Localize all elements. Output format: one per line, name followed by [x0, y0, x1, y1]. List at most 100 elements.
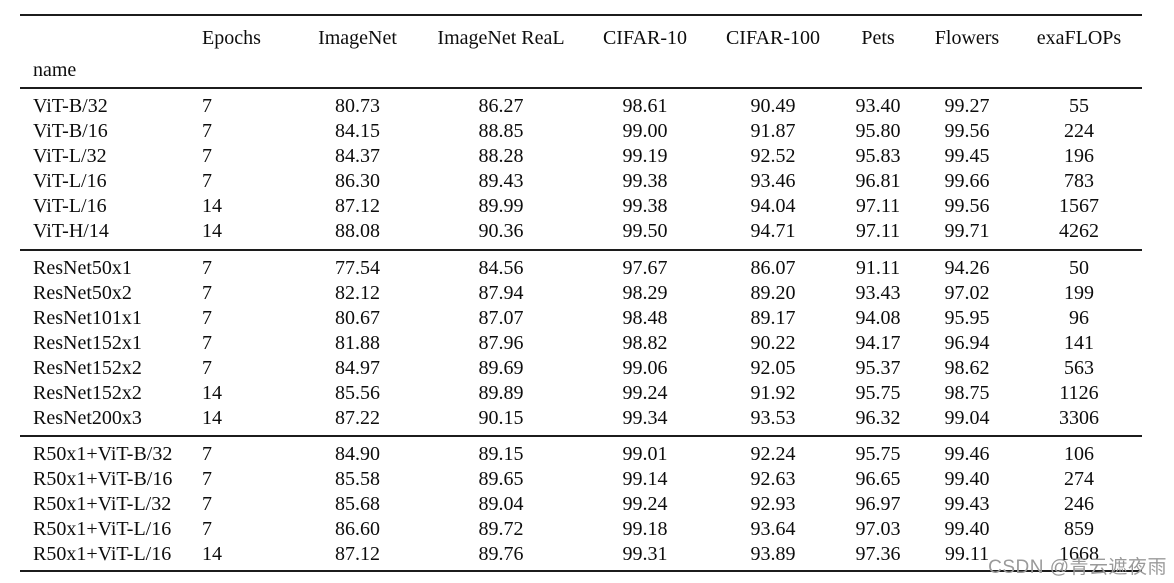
table-row: ResNet50x2 7 82.12 87.94 98.29 89.20 93.… [20, 281, 1142, 306]
imagenet-cell: 86.60 [335, 518, 380, 540]
model-name-cell: ViT-B/16 [33, 120, 108, 142]
cifar100-cell: 89.20 [750, 282, 796, 304]
imagenet-real-cell: 89.65 [478, 468, 524, 490]
pets-cell: 97.11 [855, 220, 901, 242]
model-name-cell: R50x1+ViT-L/32 [33, 493, 172, 515]
cifar10-cell: 97.67 [622, 257, 668, 279]
cifar100-cell: 92.52 [750, 145, 796, 167]
cifar10-cell: 99.24 [622, 493, 668, 515]
column-header-pets: Pets [861, 27, 895, 49]
exaflops-cell: 1567 [1059, 195, 1099, 217]
cifar10-cell: 99.38 [622, 170, 668, 192]
epochs-cell: 7 [202, 95, 212, 117]
table-row: ResNet200x3 14 87.22 90.15 99.34 93.53 9… [20, 406, 1142, 436]
table-row: ResNet152x2 7 84.97 89.69 99.06 92.05 95… [20, 356, 1142, 381]
table-group: R50x1+ViT-B/32 7 84.90 89.15 99.01 92.24… [20, 436, 1142, 571]
table-row: ViT-L/16 14 87.12 89.99 99.38 94.04 97.1… [20, 194, 1142, 219]
cifar10-cell: 99.01 [622, 443, 668, 465]
model-name-cell: ViT-L/32 [33, 145, 107, 167]
imagenet-cell: 87.12 [335, 543, 380, 565]
column-header-imagenet: ImageNet [318, 27, 397, 49]
model-name-cell: ViT-L/16 [33, 195, 107, 217]
pets-cell: 97.36 [855, 543, 901, 565]
table-header: name Epochs ImageNet ImageNet ReaL CIFAR… [20, 15, 1142, 88]
model-name-cell: ResNet101x1 [33, 307, 142, 329]
cifar10-cell: 98.61 [622, 95, 668, 117]
pets-cell: 93.43 [855, 282, 901, 304]
imagenet-real-cell: 89.99 [478, 195, 524, 217]
flowers-cell: 97.02 [944, 282, 990, 304]
imagenet-real-cell: 87.94 [478, 282, 524, 304]
epochs-cell: 7 [202, 332, 212, 354]
pets-cell: 95.83 [855, 145, 901, 167]
pets-cell: 96.97 [855, 493, 901, 515]
table-row: ResNet152x1 7 81.88 87.96 98.82 90.22 94… [20, 331, 1142, 356]
column-header-cifar10: CIFAR-10 [602, 27, 688, 49]
cifar10-cell: 99.34 [622, 407, 668, 429]
model-name-cell: R50x1+ViT-L/16 [33, 543, 172, 565]
epochs-cell: 14 [202, 543, 222, 565]
imagenet-cell: 85.68 [335, 493, 380, 515]
cifar100-cell: 91.92 [750, 382, 796, 404]
exaflops-cell: 1668 [1059, 543, 1099, 565]
imagenet-cell: 82.12 [335, 282, 380, 304]
table-row: ViT-L/16 7 86.30 89.43 99.38 93.46 96.81… [20, 169, 1142, 194]
column-header-name: name [33, 59, 77, 81]
imagenet-cell: 87.12 [335, 195, 380, 217]
epochs-cell: 14 [202, 382, 222, 404]
imagenet-cell: 84.37 [335, 145, 380, 167]
exaflops-cell: 4262 [1059, 220, 1099, 242]
cifar100-cell: 86.07 [750, 257, 796, 279]
pets-cell: 96.32 [855, 407, 901, 429]
imagenet-cell: 81.88 [335, 332, 380, 354]
column-header-imagenet-real: ImageNet ReaL [437, 27, 565, 49]
imagenet-real-cell: 84.56 [478, 257, 524, 279]
cifar10-cell: 99.18 [622, 518, 668, 540]
flowers-cell: 96.94 [944, 332, 990, 354]
pets-cell: 95.37 [855, 357, 901, 379]
csdn-watermark: CSDN @青云遮夜雨 [988, 557, 1167, 578]
model-name-cell: ViT-L/16 [33, 170, 107, 192]
cifar10-cell: 99.24 [622, 382, 668, 404]
exaflops-cell: 106 [1064, 443, 1094, 465]
epochs-cell: 7 [202, 282, 212, 304]
exaflops-cell: 3306 [1059, 407, 1099, 429]
epochs-cell: 7 [202, 468, 212, 490]
model-name-cell: ResNet200x3 [33, 407, 142, 429]
cifar100-cell: 93.46 [750, 170, 796, 192]
cifar100-cell: 92.05 [750, 357, 796, 379]
epochs-cell: 7 [202, 307, 212, 329]
model-name-cell: ResNet152x1 [33, 332, 142, 354]
epochs-cell: 14 [202, 407, 222, 429]
epochs-cell: 7 [202, 357, 212, 379]
exaflops-cell: 859 [1064, 518, 1094, 540]
pets-cell: 95.75 [855, 443, 901, 465]
model-name-cell: ResNet152x2 [33, 382, 142, 404]
table-row: ResNet101x1 7 80.67 87.07 98.48 89.17 94… [20, 306, 1142, 331]
imagenet-real-cell: 89.72 [478, 518, 524, 540]
flowers-cell: 98.75 [944, 382, 990, 404]
flowers-cell: 99.45 [944, 145, 990, 167]
table-row: ResNet152x2 14 85.56 89.89 99.24 91.92 9… [20, 381, 1142, 406]
cifar100-cell: 94.04 [750, 195, 796, 217]
imagenet-real-cell: 89.76 [478, 543, 524, 565]
flowers-cell: 99.27 [944, 95, 990, 117]
cifar100-cell: 92.24 [750, 443, 796, 465]
exaflops-cell: 563 [1064, 357, 1094, 379]
epochs-cell: 7 [202, 170, 212, 192]
pets-cell: 97.03 [855, 518, 901, 540]
pets-cell: 96.65 [855, 468, 901, 490]
flowers-cell: 94.26 [944, 257, 990, 279]
cifar10-cell: 98.82 [622, 332, 668, 354]
cifar10-cell: 99.06 [622, 357, 668, 379]
imagenet-real-cell: 90.15 [478, 407, 524, 429]
exaflops-cell: 199 [1064, 282, 1094, 304]
imagenet-real-cell: 89.04 [478, 493, 524, 515]
cifar10-cell: 98.48 [622, 307, 668, 329]
table-row: ResNet50x1 7 77.54 84.56 97.67 86.07 91.… [20, 250, 1142, 281]
model-name-cell: R50x1+ViT-B/16 [33, 468, 173, 490]
cifar100-cell: 93.64 [750, 518, 796, 540]
model-name-cell: ResNet50x1 [33, 257, 132, 279]
column-header-cifar100: CIFAR-100 [725, 27, 821, 49]
exaflops-cell: 55 [1069, 95, 1089, 117]
